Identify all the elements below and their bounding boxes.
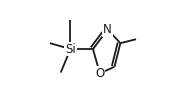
Text: O: O [95,67,105,80]
Text: Si: Si [65,43,76,56]
Text: N: N [103,23,112,36]
